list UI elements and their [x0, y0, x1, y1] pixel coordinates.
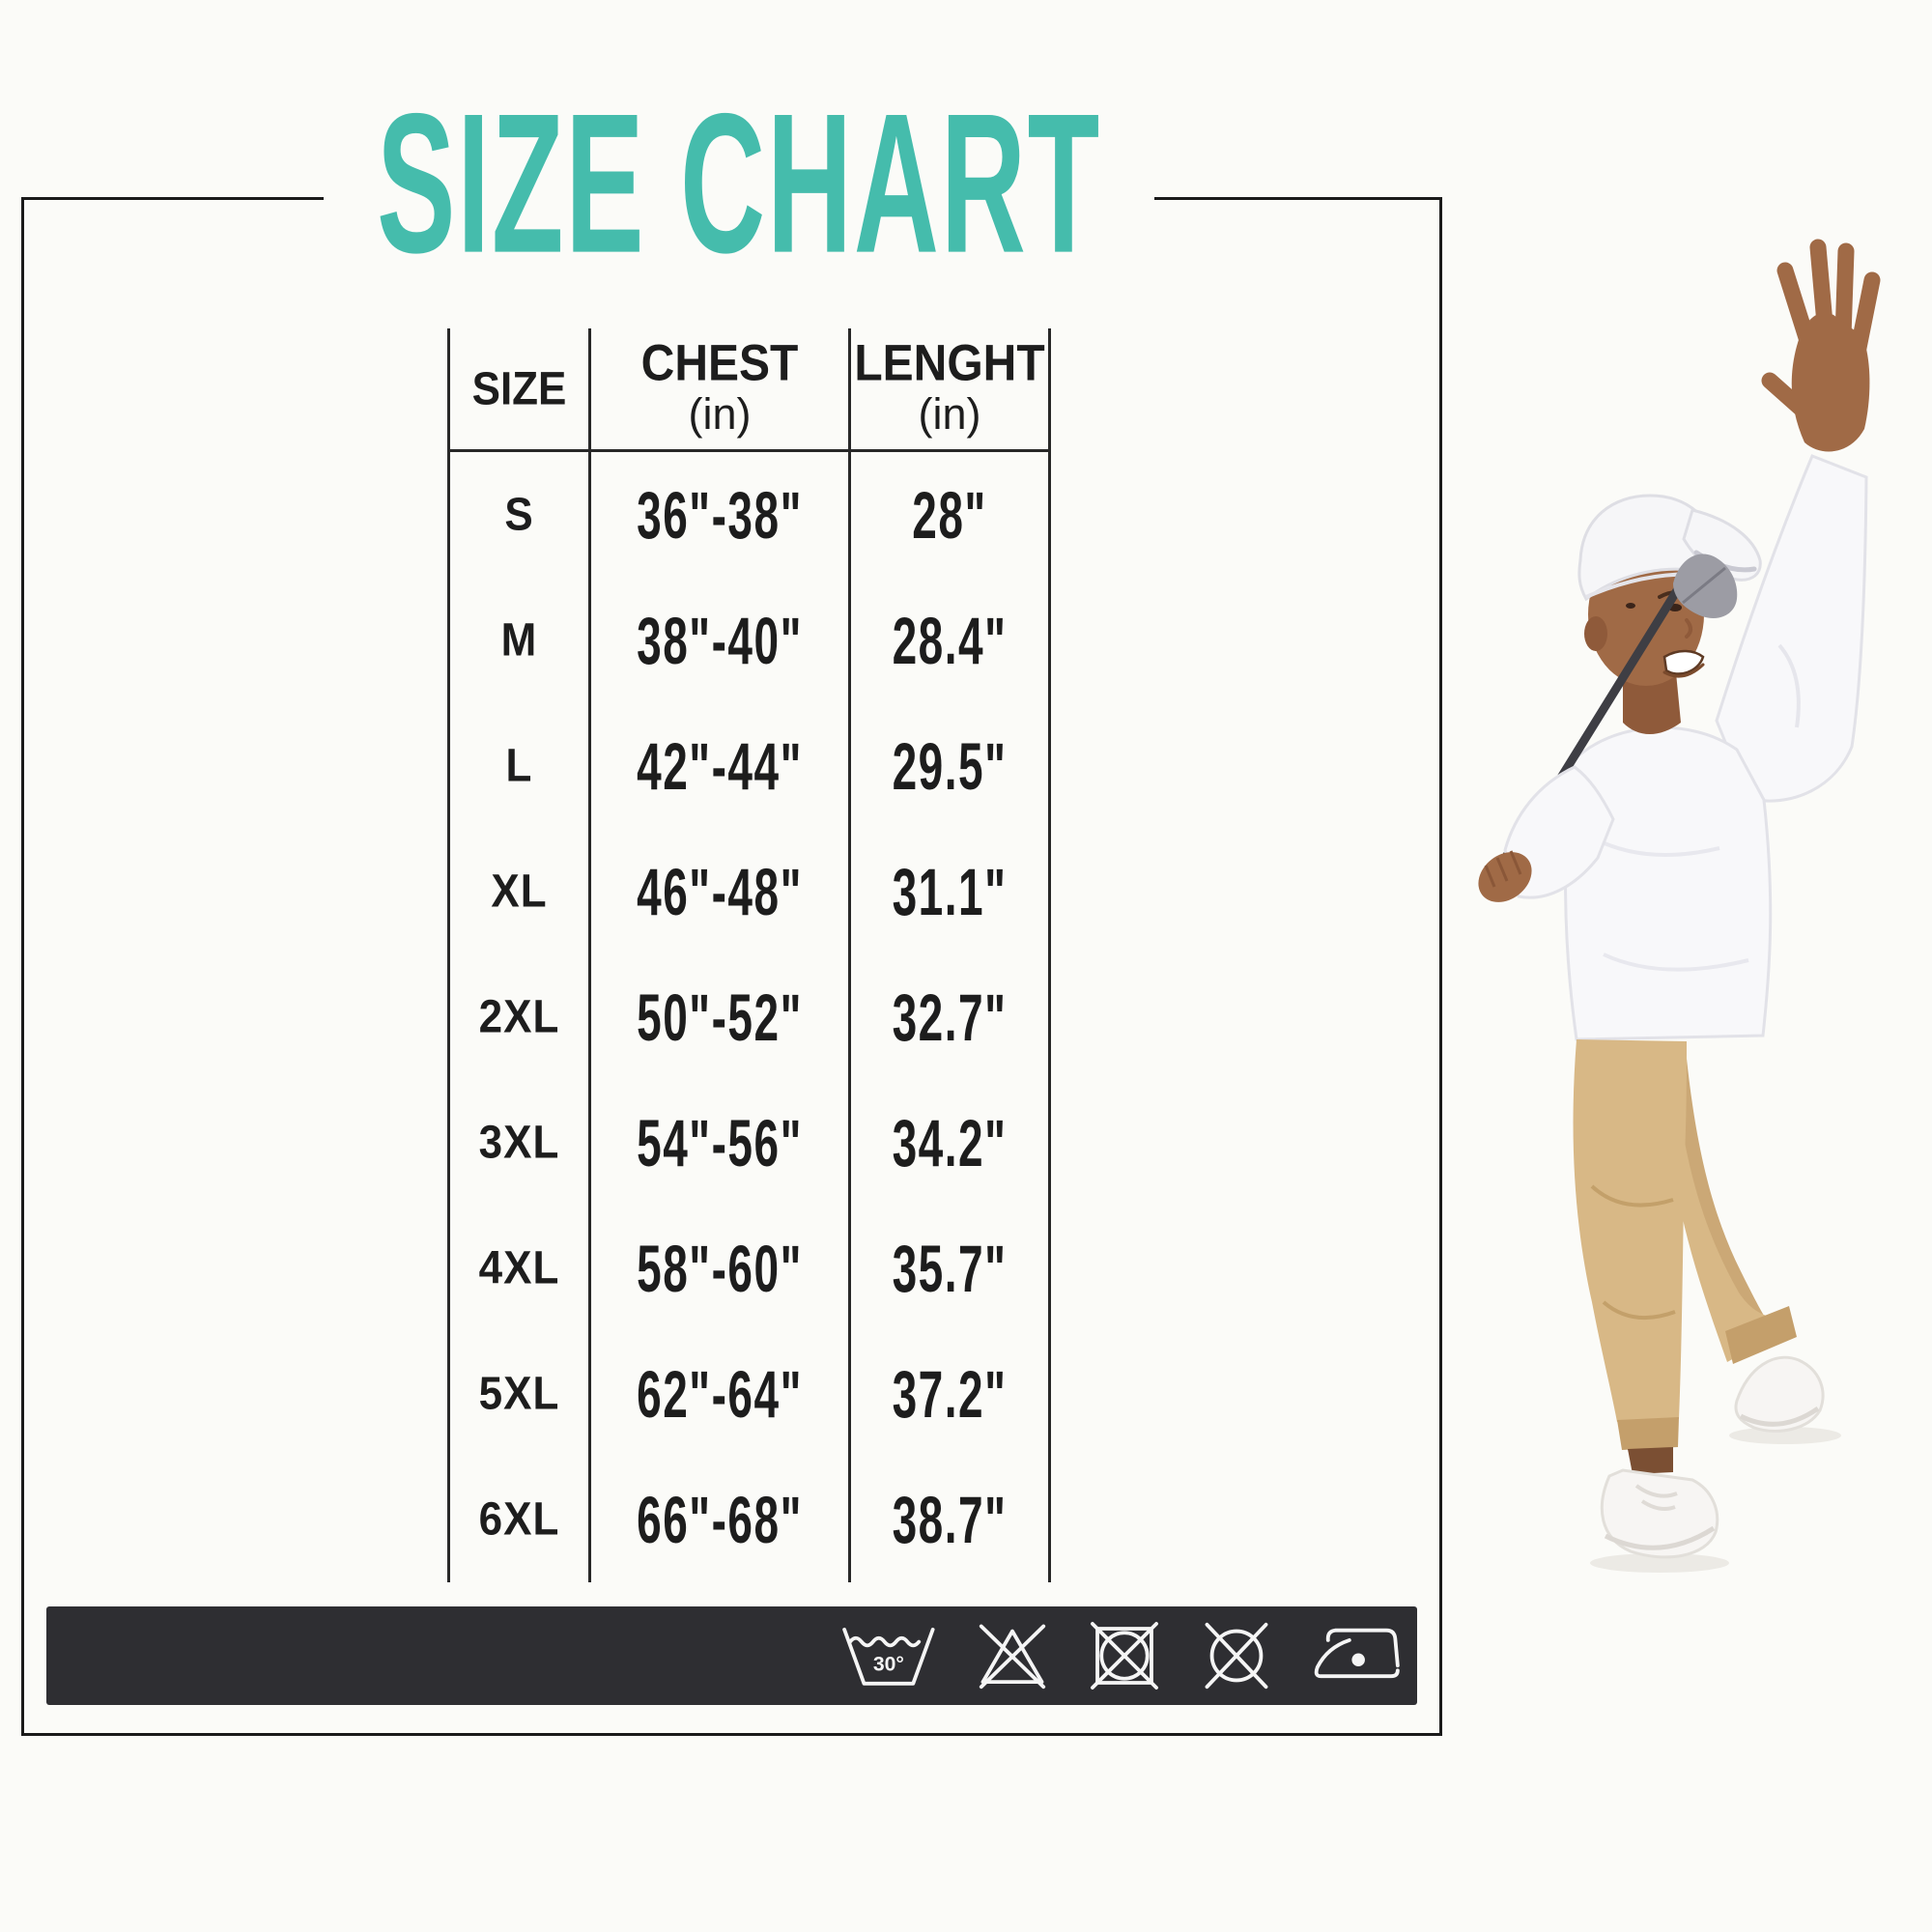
cell-chest: 46"-48": [588, 829, 848, 954]
size-table: SIZE CHEST (in) LENGHT (in) S 36"-38" 28" M…: [447, 328, 1051, 1582]
front-shoe: [1600, 1468, 1719, 1559]
size-value: 4XL: [478, 1241, 560, 1294]
header-length-unit: (in): [918, 388, 981, 439]
cell-length: 38.7": [848, 1457, 1048, 1582]
chest-value: 62"-64": [637, 1356, 803, 1432]
do-not-tumble-dry-icon: [1091, 1622, 1159, 1690]
table-row: 3XL 54"-56" 34.2": [450, 1080, 1048, 1206]
cell-chest: 66"-68": [588, 1457, 848, 1582]
cell-chest: 62"-64": [588, 1331, 848, 1457]
length-value: 32.7": [892, 980, 1008, 1055]
header-length-label: LENGHT: [854, 335, 1045, 392]
length-value: 28": [912, 477, 987, 553]
table-row: 4XL 58"-60" 35.7": [450, 1206, 1048, 1331]
table-row: 5XL 62"-64" 37.2": [450, 1331, 1048, 1457]
care-instructions-bar: 30°: [46, 1606, 1417, 1705]
size-table-body: S 36"-38" 28" M 38"-40" 28.4" L 42"-44" 29.5" XL 4…: [450, 452, 1048, 1582]
size-value: 5XL: [478, 1367, 560, 1420]
chest-value: 38"-40": [637, 603, 803, 678]
page-title: SIZE CHART: [324, 73, 1154, 296]
header-size-label: SIZE: [471, 362, 567, 414]
iron-low-heat-icon: [1314, 1628, 1400, 1679]
golfer-model-photo: [1478, 239, 1881, 1573]
cell-size: 3XL: [450, 1080, 588, 1206]
table-row: XL 46"-48" 31.1": [450, 829, 1048, 954]
cell-length: 28": [848, 452, 1048, 578]
header-chest-unit: (in): [688, 388, 752, 439]
cell-length: 29.5": [848, 703, 1048, 829]
size-value: 3XL: [478, 1116, 560, 1169]
length-value: 28.4": [892, 603, 1008, 678]
size-value: XL: [491, 865, 548, 918]
header-size: SIZE: [450, 328, 588, 449]
cell-size: 5XL: [450, 1331, 588, 1457]
cell-size: 2XL: [450, 954, 588, 1080]
length-value: 37.2": [892, 1356, 1008, 1432]
size-value: M: [500, 613, 538, 667]
chest-value: 66"-68": [637, 1482, 803, 1557]
table-row: S 36"-38" 28": [450, 452, 1048, 578]
cell-length: 28.4": [848, 578, 1048, 703]
cell-size: L: [450, 703, 588, 829]
cell-size: 4XL: [450, 1206, 588, 1331]
chest-value: 36"-38": [637, 477, 803, 553]
golf-club-shaft: [1539, 582, 1684, 810]
cell-size: 6XL: [450, 1457, 588, 1582]
cell-size: XL: [450, 829, 588, 954]
table-header-row: SIZE CHEST (in) LENGHT (in): [450, 328, 1048, 452]
table-row: M 38"-40" 28.4": [450, 578, 1048, 703]
cell-size: M: [450, 578, 588, 703]
cell-chest: 36"-38": [588, 452, 848, 578]
header-chest: CHEST (in): [588, 328, 848, 449]
do-not-dry-clean-icon: [1205, 1622, 1268, 1690]
cell-length: 32.7": [848, 954, 1048, 1080]
table-row: L 42"-44" 29.5": [450, 703, 1048, 829]
table-row: 6XL 66"-68" 38.7": [450, 1457, 1048, 1582]
cell-chest: 58"-60": [588, 1206, 848, 1331]
chest-value: 42"-44": [637, 728, 803, 804]
cell-length: 35.7": [848, 1206, 1048, 1331]
chest-value: 58"-60": [637, 1231, 803, 1306]
machine-wash-30-icon: 30°: [842, 1627, 935, 1686]
cell-chest: 50"-52": [588, 954, 848, 1080]
chest-value: 50"-52": [637, 980, 803, 1055]
cell-size: S: [450, 452, 588, 578]
length-value: 34.2": [892, 1105, 1008, 1180]
cell-length: 34.2": [848, 1080, 1048, 1206]
length-value: 31.1": [892, 854, 1008, 929]
size-value: S: [504, 488, 534, 541]
cell-chest: 54"-56": [588, 1080, 848, 1206]
chest-value: 46"-48": [637, 854, 803, 929]
do-not-bleach-icon: [979, 1624, 1046, 1690]
svg-text:30°: 30°: [873, 1653, 904, 1675]
cell-chest: 38"-40": [588, 578, 848, 703]
cell-length: 37.2": [848, 1331, 1048, 1457]
cell-chest: 42"-44": [588, 703, 848, 829]
size-value: 2XL: [478, 990, 560, 1043]
cell-length: 31.1": [848, 829, 1048, 954]
chest-value: 54"-56": [637, 1105, 803, 1180]
table-row: 2XL 50"-52" 32.7": [450, 954, 1048, 1080]
header-chest-label: CHEST: [640, 335, 799, 392]
length-value: 35.7": [892, 1231, 1008, 1306]
length-value: 38.7": [892, 1482, 1008, 1557]
rear-shoe: [1734, 1355, 1825, 1433]
length-value: 29.5": [892, 728, 1008, 804]
size-value: L: [505, 739, 533, 792]
header-length: LENGHT (in): [848, 328, 1048, 449]
size-value: 6XL: [478, 1492, 560, 1546]
